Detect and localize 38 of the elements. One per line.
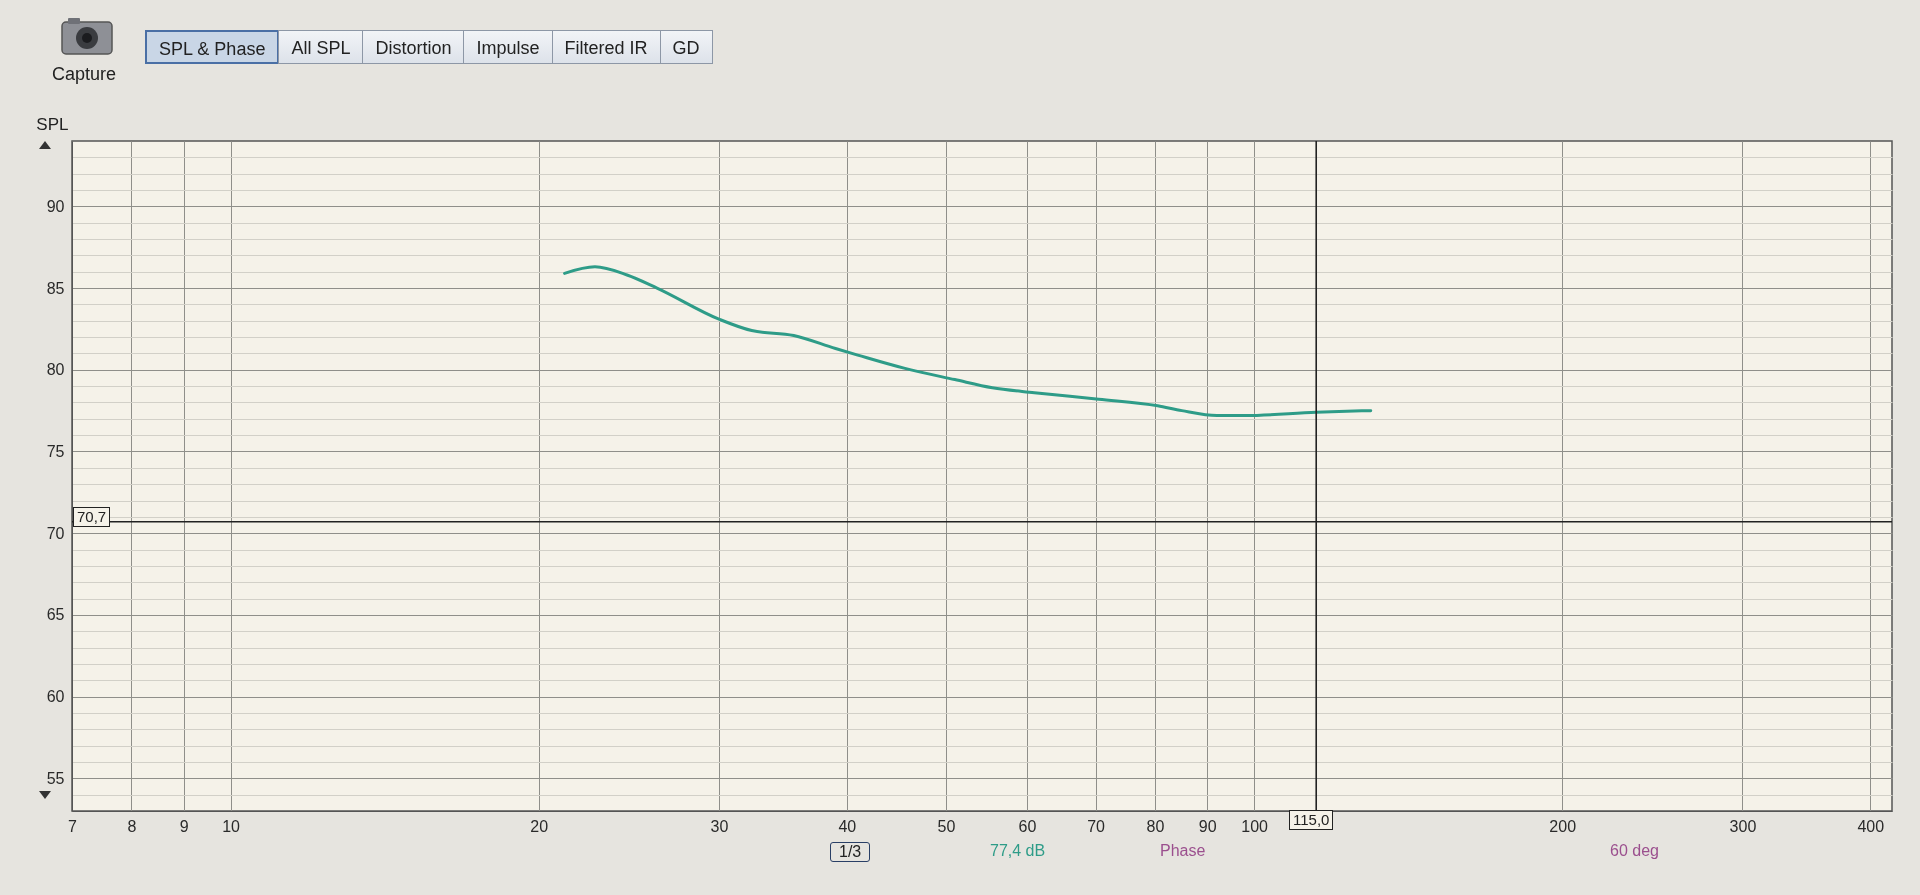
text: Distortion [362,30,465,64]
x-tick-label: 20 [530,817,549,835]
x-tick-label: 10 [222,817,241,835]
x-tick-label: 90 [1198,817,1217,835]
y-tick-label: 65 [46,606,65,624]
text: Impulse [463,30,553,64]
x-tick-label: 100 [1241,817,1269,835]
x-tick-label: 40 [838,817,857,835]
ref-line-label: 115,0 [1288,810,1334,830]
x-tick-label: 9 [179,817,189,835]
y-tick-label: 85 [46,279,65,297]
y-tick-label: 75 [46,442,65,460]
text: 60 deg [1610,842,1659,860]
x-tick-label: 80 [1146,817,1165,835]
y-tick-label: 80 [46,361,65,379]
text: Filtered IR [551,30,661,64]
y-tick-label: 55 [46,769,65,787]
text: 77,4 dB [990,842,1046,860]
x-tick-label: 8 [127,817,137,835]
x-tick-label: 300 [1729,817,1757,835]
x-tick-label: 400 [1857,817,1885,835]
x-tick-label: 200 [1549,817,1577,835]
x-tick-label: 70 [1087,817,1106,835]
y-tick-label: 70 [46,524,65,542]
x-tick-label: 50 [937,817,956,835]
text: SPL & Phase [145,30,280,64]
text: Phase [1160,842,1206,860]
y-tick-label: 60 [46,688,65,706]
text: 1/3 [830,842,871,862]
ref-line-label: 70,7 [73,506,111,527]
x-tick-label: 60 [1018,817,1037,835]
y-tick-label: 90 [46,197,65,215]
text: All SPL [278,30,364,64]
text: Capture [52,64,117,85]
x-tick-label: 7 [68,817,78,835]
x-tick-label: 30 [710,817,729,835]
y-axis-title: SPL [36,114,69,134]
text: GD [659,30,713,64]
